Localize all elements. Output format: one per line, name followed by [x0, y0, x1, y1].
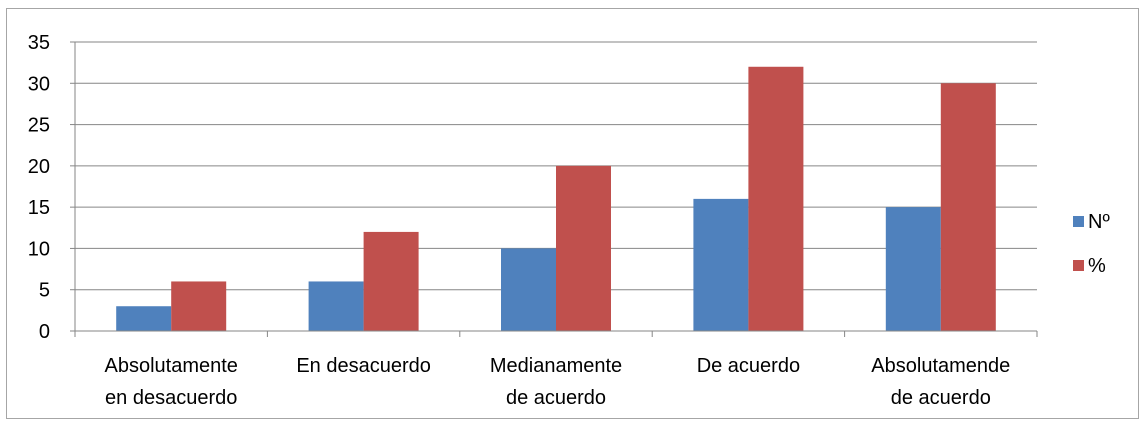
legend: Nº%: [1073, 211, 1110, 277]
y-tick-label: 35: [28, 32, 50, 54]
y-tick-label: 0: [39, 321, 50, 343]
x-category-label: en desacuerdo: [105, 387, 237, 409]
legend-swatch: [1073, 216, 1084, 227]
bar-percent: [363, 231, 419, 331]
bar-percent: [171, 281, 227, 331]
bar-count: [308, 281, 364, 331]
y-tick-label: 30: [28, 73, 50, 95]
y-tick-label: 25: [28, 115, 50, 137]
legend-swatch: [1073, 260, 1084, 271]
x-category-label: de acuerdo: [506, 387, 606, 409]
bar-percent: [556, 165, 611, 331]
bar-count: [885, 207, 941, 331]
x-category-label: Medianamente: [490, 355, 622, 377]
y-tick-label: 20: [28, 156, 50, 178]
legend-label: Nº: [1088, 211, 1110, 233]
x-category-label: De acuerdo: [697, 355, 800, 377]
bars: [116, 66, 996, 332]
bar-percent: [748, 66, 804, 332]
gridlines: [75, 41, 1037, 291]
x-category-label: Absolutamente: [104, 355, 237, 377]
bar-count: [501, 248, 556, 331]
x-category-label: de acuerdo: [891, 387, 991, 409]
x-category-label: En desacuerdo: [296, 355, 431, 377]
x-axis: Absolutamente en desacuerdo En desacuerdo M…: [74, 330, 1038, 409]
y-axis: 0 5 10 15 20 25 30 35: [28, 32, 76, 343]
bar-percent: [940, 83, 996, 332]
x-category-label: Absolutamende: [871, 355, 1010, 377]
y-tick-label: 15: [28, 197, 50, 219]
bar-count: [693, 198, 749, 331]
bar-count: [116, 306, 172, 331]
y-tick-label: 10: [28, 238, 50, 260]
y-tick-label: 5: [39, 280, 50, 302]
legend-label: %: [1088, 255, 1106, 277]
